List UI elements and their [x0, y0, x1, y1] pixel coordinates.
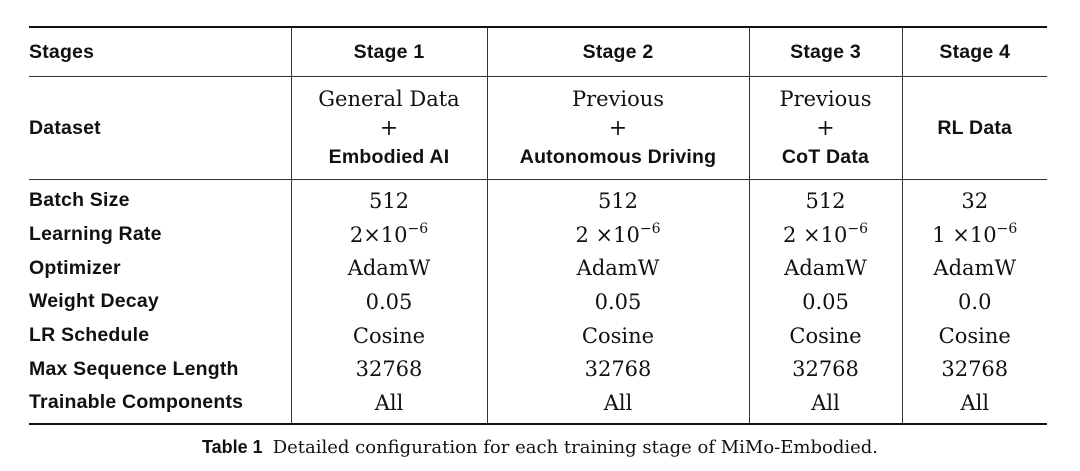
dataset-cell-stage-2: Previous + Autonomous Driving: [486, 76, 749, 180]
value-exponent: −6: [996, 220, 1018, 237]
value-base: 1 ×10: [932, 222, 997, 247]
row-label: Trainable Components: [29, 391, 244, 414]
header-stage-4: Stage 4: [901, 27, 1047, 77]
table-cell: 512: [748, 179, 902, 218]
dataset-bottom: CoT Data: [781, 145, 870, 168]
row-label: Batch Size: [29, 189, 130, 212]
table-cell: Cosine: [901, 318, 1047, 353]
value-base: 2 ×10: [575, 222, 640, 247]
table-row: Optimizer AdamW AdamW AdamW AdamW: [29, 251, 1047, 286]
dataset-bottom: Embodied AI: [328, 145, 450, 168]
table-row: Trainable Components All All All All: [29, 386, 1047, 424]
table-cell: 0.05: [486, 285, 749, 319]
table-row: LR Schedule Cosine Cosine Cosine Cosine: [29, 318, 1047, 353]
dataset-cell-stage-1: General Data + Embodied AI: [290, 76, 487, 180]
table-cell: 1 ×10−6: [901, 217, 1047, 252]
table-cell: 32768: [486, 352, 749, 387]
table-row: Weight Decay 0.05 0.05 0.05 0.0: [29, 285, 1047, 319]
dataset-plus: +: [379, 115, 399, 141]
table-caption: Table 1 Detailed configuration for each …: [0, 437, 1080, 458]
dataset-bottom: Autonomous Driving: [519, 145, 717, 168]
table-cell: All: [486, 386, 749, 424]
table-cell: 0.0: [901, 285, 1047, 319]
table-cell: 512: [290, 179, 487, 218]
table-row: Max Sequence Length 32768 32768 32768 32768: [29, 352, 1047, 387]
table-cell: AdamW: [290, 251, 487, 286]
value-exponent: −6: [639, 220, 661, 237]
dataset-bottom: RL Data: [937, 116, 1013, 139]
table-cell: 0.05: [748, 285, 902, 319]
row-label-dataset: Dataset: [29, 76, 291, 180]
table-cell: 2 ×10−6: [748, 217, 902, 252]
table-cell: Cosine: [748, 318, 902, 353]
header-stage-2: Stage 2: [486, 27, 749, 77]
training-config-table: Stages Stage 1 Stage 2 Stage 3 Stage 4 D…: [29, 26, 1047, 425]
table-cell: 32: [901, 179, 1047, 218]
table-cell: 32768: [290, 352, 487, 387]
dataset-plus: +: [608, 115, 628, 141]
caption-label: Table 1: [202, 437, 263, 457]
dataset-top: General Data: [318, 86, 460, 111]
table-cell: 0.05: [290, 285, 487, 319]
dataset-row: Dataset General Data + Embodied AI Previ…: [29, 76, 1047, 180]
table-cell: 32768: [901, 352, 1047, 387]
table-cell: 32768: [748, 352, 902, 387]
row-label: Max Sequence Length: [29, 357, 239, 380]
table-cell: AdamW: [748, 251, 902, 286]
header-stage-1: Stage 1: [290, 27, 487, 77]
header-stage-3: Stage 3: [748, 27, 902, 77]
dataset-cell-stage-3: Previous + CoT Data: [748, 76, 902, 180]
header-stages: Stages: [29, 27, 291, 77]
table-row: Learning Rate 2×10−6 2 ×10−6 2 ×10−6 1 ×10−6: [29, 217, 1047, 252]
value-exponent: −6: [847, 220, 868, 237]
table-cell: All: [901, 386, 1047, 424]
table-row: Batch Size 512 512 512 32: [29, 179, 1047, 218]
table-cell: 512: [486, 179, 749, 218]
row-label: Optimizer: [29, 256, 121, 279]
table-cell: AdamW: [901, 251, 1047, 286]
table-cell: AdamW: [486, 251, 749, 286]
row-label: Weight Decay: [29, 290, 159, 313]
table-cell: 2 ×10−6: [486, 217, 749, 252]
caption-text: Detailed configuration for each training…: [272, 437, 878, 458]
table-cell: All: [290, 386, 487, 424]
table-header-row: Stages Stage 1 Stage 2 Stage 3 Stage 4: [29, 27, 1047, 77]
row-label: Learning Rate: [29, 223, 162, 246]
table-cell: Cosine: [290, 318, 487, 353]
table-cell: Cosine: [486, 318, 749, 353]
dataset-cell-stage-4: RL Data: [901, 76, 1047, 180]
dataset-top: Previous: [571, 86, 665, 111]
table-cell: 2×10−6: [290, 217, 487, 252]
table-cell: All: [748, 386, 902, 424]
value-exponent: −6: [407, 220, 429, 237]
dataset-plus: +: [816, 115, 835, 141]
value-base: 2×10: [349, 222, 408, 247]
row-label: LR Schedule: [29, 324, 150, 347]
dataset-top: Previous: [779, 86, 872, 111]
value-base: 2 ×10: [783, 222, 848, 247]
